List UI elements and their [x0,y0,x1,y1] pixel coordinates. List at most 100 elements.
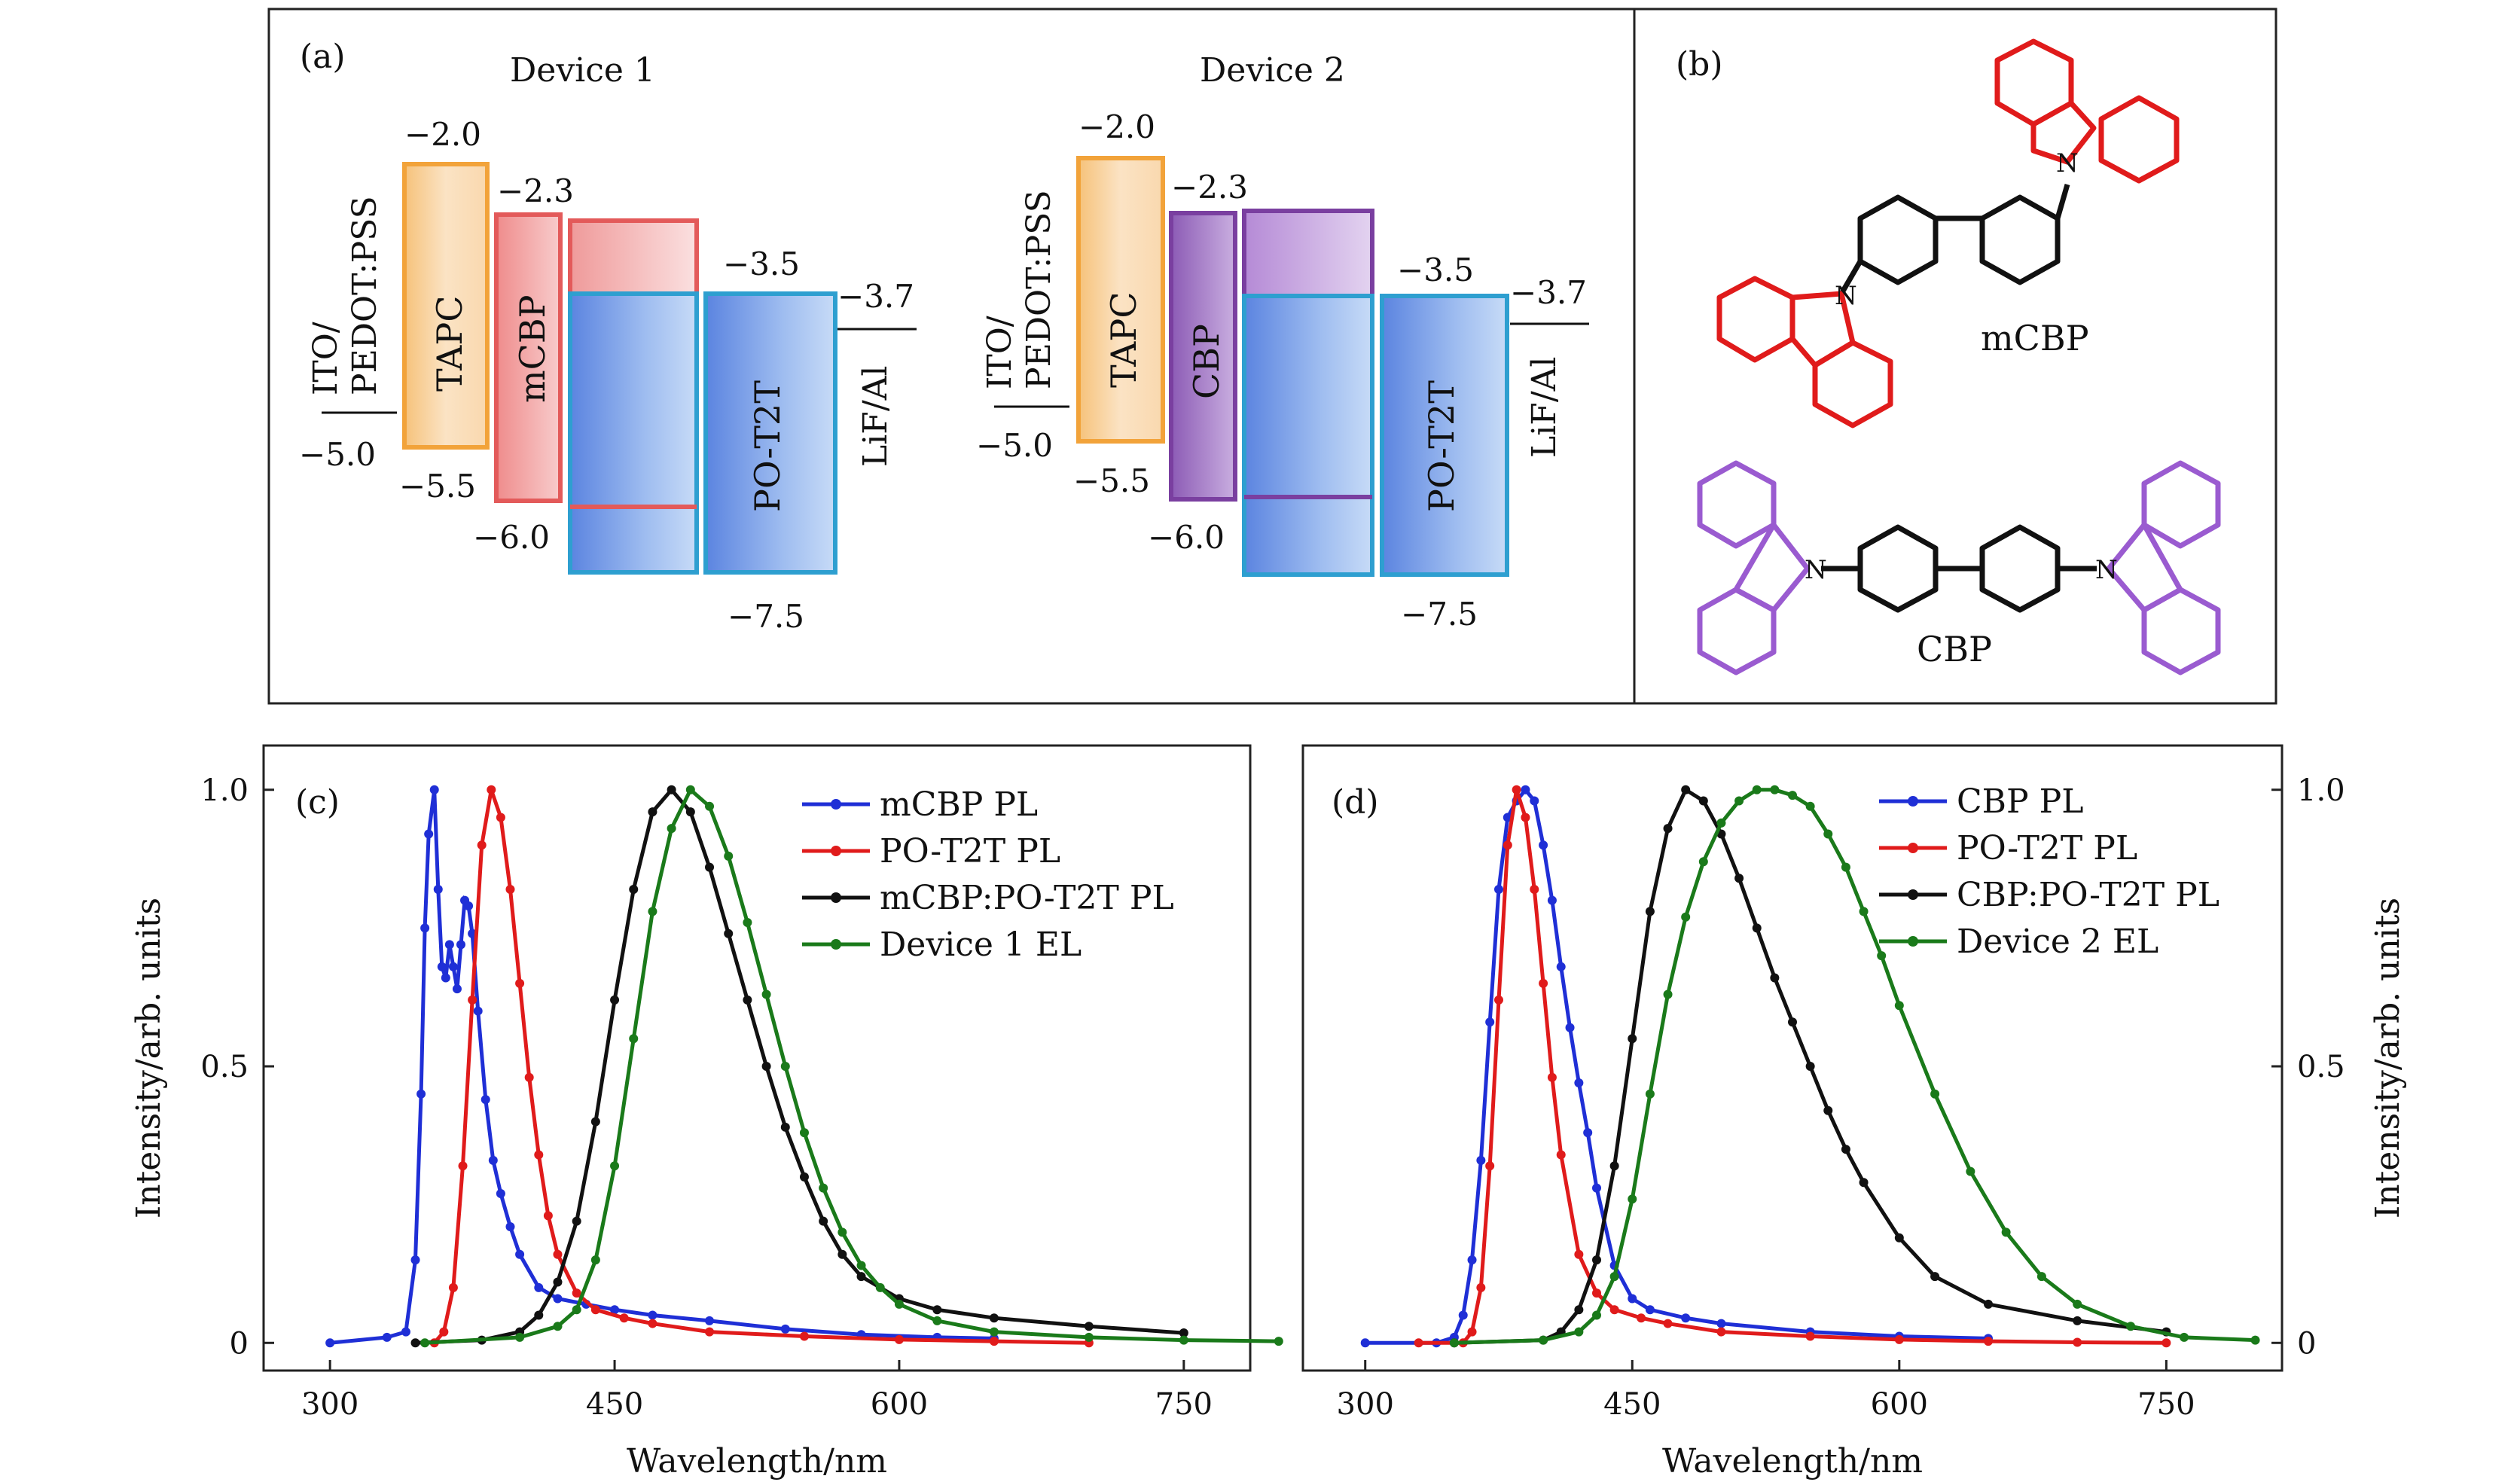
device-2-tapc-label: TAPC [1103,291,1144,388]
data-point [1628,1194,1637,1204]
data-point [325,1338,335,1348]
data-point [2001,1227,2011,1237]
data-point [1476,1155,1486,1165]
data-point [1930,1089,1940,1099]
data-point [856,1272,866,1282]
data-point [1859,907,1869,916]
data-point [2162,1338,2171,1348]
y-tick-label: 0.5 [200,1050,249,1084]
cbp-carbazole-left-ring-1 [1697,460,1777,549]
mcbp-bond-left [1838,260,1863,295]
device-2-diagram: Device 2 −5.0 ITO/ PEDOT:PSS TAPC −2.0 −… [976,51,1589,633]
data-point [1574,1078,1584,1088]
data-point [610,995,620,1005]
data-point [819,1183,828,1193]
data-point [553,1249,563,1259]
data-point [1539,978,1548,988]
data-point [799,1128,809,1138]
data-point [1716,1327,1726,1337]
data-point [1530,796,1539,806]
chart-c-ylabel: Intensity/arb. units [130,898,168,1218]
data-point [1485,1161,1495,1171]
data-point [780,1122,790,1132]
device-1-po-homo: −7.5 [728,598,804,635]
data-point [456,940,465,950]
data-point [1574,1249,1584,1259]
device-1-anode-line-1: ITO/ [307,322,345,395]
data-point [1734,874,1744,883]
data-point [505,884,515,894]
data-point [448,962,458,971]
data-point [2126,1322,2136,1331]
data-point [1539,1335,1548,1345]
y-tick-label: 1.0 [200,773,249,808]
data-point [610,1305,620,1315]
x-tick-label: 750 [1155,1387,1213,1422]
data-point [424,829,434,839]
chart-d-tag: (d) [1332,783,1379,822]
device-2-anode-line-1: ITO/ [981,316,1019,389]
x-tick-label: 750 [2137,1387,2195,1422]
data-point [473,1006,483,1016]
device-1-tapc-label: TAPC [429,295,470,392]
molecule-mcbp: N N mCBP [1716,38,2180,428]
data-point [534,1282,544,1292]
data-point [464,901,474,911]
data-point [2073,1337,2082,1347]
data-point [487,785,496,794]
series-line [1418,789,2167,1345]
data-point [894,1299,904,1309]
cbp-carbazole-left-ring-2 [1697,587,1777,675]
chart-d-frame [1301,744,2284,1372]
mcbp-n-left: N [1835,281,1857,311]
panel-ab-frame [267,8,2277,705]
device-1-po-box [703,291,837,575]
mcbp-carbazole-right-ring-2 [2098,95,2180,184]
data-point [1698,857,1708,867]
chart-c-xticks: 300 450 600 750 [301,1360,1213,1422]
data-point [1681,912,1691,922]
mcbp-phenyl-2 [1979,194,2061,285]
data-point [2180,1332,2189,1342]
device-2-po-label: PO-T2T [1421,380,1462,512]
chart-c-legend: mCBP PL PO-T2T PL mCBP:PO-T2T PL Device 1 E… [802,785,1174,964]
series-line [424,786,1279,1345]
mcbp-n-right: N [2056,148,2079,178]
data-point [2250,1335,2260,1345]
data-point [401,1327,410,1337]
data-point [1574,1305,1584,1315]
data-point [488,1155,498,1165]
data-point [1592,1310,1601,1320]
data-point [515,978,525,988]
cbp-phenyl-2 [1979,524,2061,613]
data-point [2073,1316,2082,1325]
data-point [894,1334,904,1344]
device-2-cbp-label: CBP [1186,324,1227,399]
data-point [780,1062,790,1072]
data-point [1485,1017,1495,1027]
data-point [1274,1337,1283,1346]
data-point [610,1161,620,1171]
data-point [496,1188,505,1198]
molecule-cbp: N N CBP [1697,460,2221,675]
data-point [1521,785,1530,794]
data-point [1609,1161,1619,1171]
data-point [619,1313,629,1323]
device-2-cathode-level-label: −3.7 [1510,274,1587,311]
mcbp-phenyl-1 [1857,194,1939,285]
data-point [837,1227,847,1237]
data-point [1592,1288,1601,1298]
x-tick-label: 450 [1603,1387,1661,1422]
data-point [505,1222,515,1232]
data-point [420,1338,430,1348]
device-2-cathode-label: LiF/Al [1525,357,1564,459]
data-point [1663,824,1673,834]
series-2 [1449,785,2171,1348]
data-point [1547,1072,1557,1082]
legend-label: mCBP PL [880,785,1038,824]
series-line [415,786,1184,1345]
data-point [1084,1322,1094,1331]
device-2-guest-box [1242,294,1374,577]
legend-label: Device 2 EL [1957,922,2158,961]
data-point [648,807,657,817]
